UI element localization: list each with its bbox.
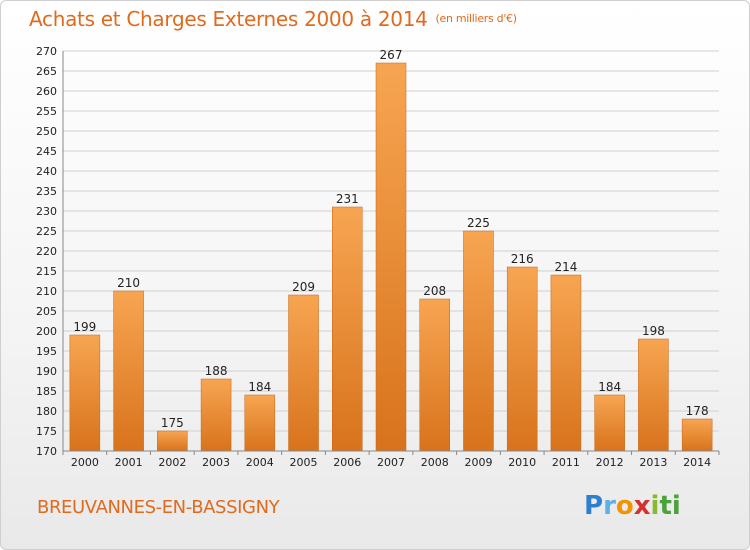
bar [375, 62, 407, 452]
y-tick-label: 170 [36, 445, 57, 458]
y-tick-label: 220 [36, 245, 57, 258]
y-tick-label: 260 [36, 85, 57, 98]
x-tick-label: 2001 [115, 456, 143, 469]
chart-unit: (en milliers d'€) [435, 12, 517, 25]
place-name: BREUVANNES-EN-BASSIGNY [37, 497, 280, 518]
y-tick-label: 185 [36, 385, 57, 398]
x-tick-label: 2005 [290, 456, 318, 469]
chart-title-text: Achats et Charges Externes 2000 à 2014 [29, 7, 428, 31]
bar-value-label: 214 [554, 260, 577, 274]
y-tick-label: 230 [36, 205, 57, 218]
x-tick-label: 2009 [464, 456, 492, 469]
logo-letter: x [633, 491, 651, 521]
bar-value-label: 225 [467, 216, 490, 230]
y-tick-label: 245 [36, 145, 57, 158]
y-tick-label: 195 [36, 345, 57, 358]
x-tick-label: 2011 [552, 456, 580, 469]
y-tick-label: 255 [36, 105, 57, 118]
bar-value-label: 178 [686, 404, 709, 418]
bar-value-label: 210 [117, 276, 140, 290]
y-tick-label: 250 [36, 125, 57, 138]
x-tick-label: 2012 [596, 456, 624, 469]
y-tick-label: 200 [36, 325, 57, 338]
bar [463, 230, 494, 452]
bar-value-label: 208 [423, 284, 446, 298]
logo-letter: P [584, 491, 604, 521]
bar [69, 334, 101, 452]
y-tick-label: 180 [36, 405, 57, 418]
bar [419, 298, 450, 452]
y-tick-label: 175 [36, 425, 57, 438]
y-tick-label: 215 [36, 265, 57, 278]
bar-value-label: 175 [161, 416, 184, 430]
x-tick-label: 2000 [71, 456, 99, 469]
y-tick-label: 225 [36, 225, 57, 238]
x-tick-label: 2002 [158, 456, 186, 469]
bar-value-label: 188 [205, 364, 228, 378]
x-tick-label: 2006 [333, 456, 361, 469]
x-axis: 2000 2001 2002 2003 2004 2005 2006 2007 2008 2009… [62, 450, 720, 469]
bar [506, 266, 538, 452]
y-tick-label: 205 [36, 305, 57, 318]
bar [157, 430, 188, 452]
bar [594, 394, 625, 452]
bar-value-label: 231 [336, 192, 359, 206]
logo-letter: ti [659, 491, 681, 521]
chart-title: Achats et Charges Externes 2000 à 2014 (e… [29, 7, 517, 31]
y-tick-label: 210 [36, 285, 57, 298]
x-tick-label: 2008 [421, 456, 449, 469]
x-tick-label: 2007 [377, 456, 405, 469]
logo-letter: o [615, 491, 634, 521]
x-tick-label: 2013 [639, 456, 667, 469]
x-tick-label: 2003 [202, 456, 230, 469]
y-tick-label: 240 [36, 165, 57, 178]
x-tick-label: 2004 [246, 456, 274, 469]
bar-value-label: 267 [380, 48, 403, 62]
proxiti-logo[interactable]: Proxiti [584, 491, 681, 521]
logo-letter: r [603, 491, 616, 521]
y-tick-label: 270 [36, 45, 57, 58]
bar-value-label: 184 [248, 380, 271, 394]
bar-value-label: 184 [598, 380, 621, 394]
y-axis: 170 175 180 185 190 195 200 205 210 215 220 225 230 2… [36, 45, 64, 458]
bar [288, 294, 319, 452]
x-tick-label: 2014 [683, 456, 711, 469]
logo-letter: i [650, 491, 660, 521]
bar-value-label: 216 [511, 252, 534, 266]
y-tick-label: 235 [36, 185, 57, 198]
bar [200, 378, 232, 452]
bar [113, 290, 144, 452]
bar [550, 274, 582, 452]
bar [638, 338, 669, 452]
bar-value-label: 199 [73, 320, 96, 334]
y-tick-label: 190 [36, 365, 57, 378]
bar-value-label: 198 [642, 324, 665, 338]
bar-value-label: 209 [292, 280, 315, 294]
bar [244, 394, 276, 452]
y-tick-label: 265 [36, 65, 57, 78]
bars: 199 210 175 188 184 209 231 267 208 225 216 214 184 1… [69, 48, 713, 452]
bar [681, 418, 713, 452]
bar [332, 206, 363, 452]
x-tick-label: 2010 [508, 456, 536, 469]
